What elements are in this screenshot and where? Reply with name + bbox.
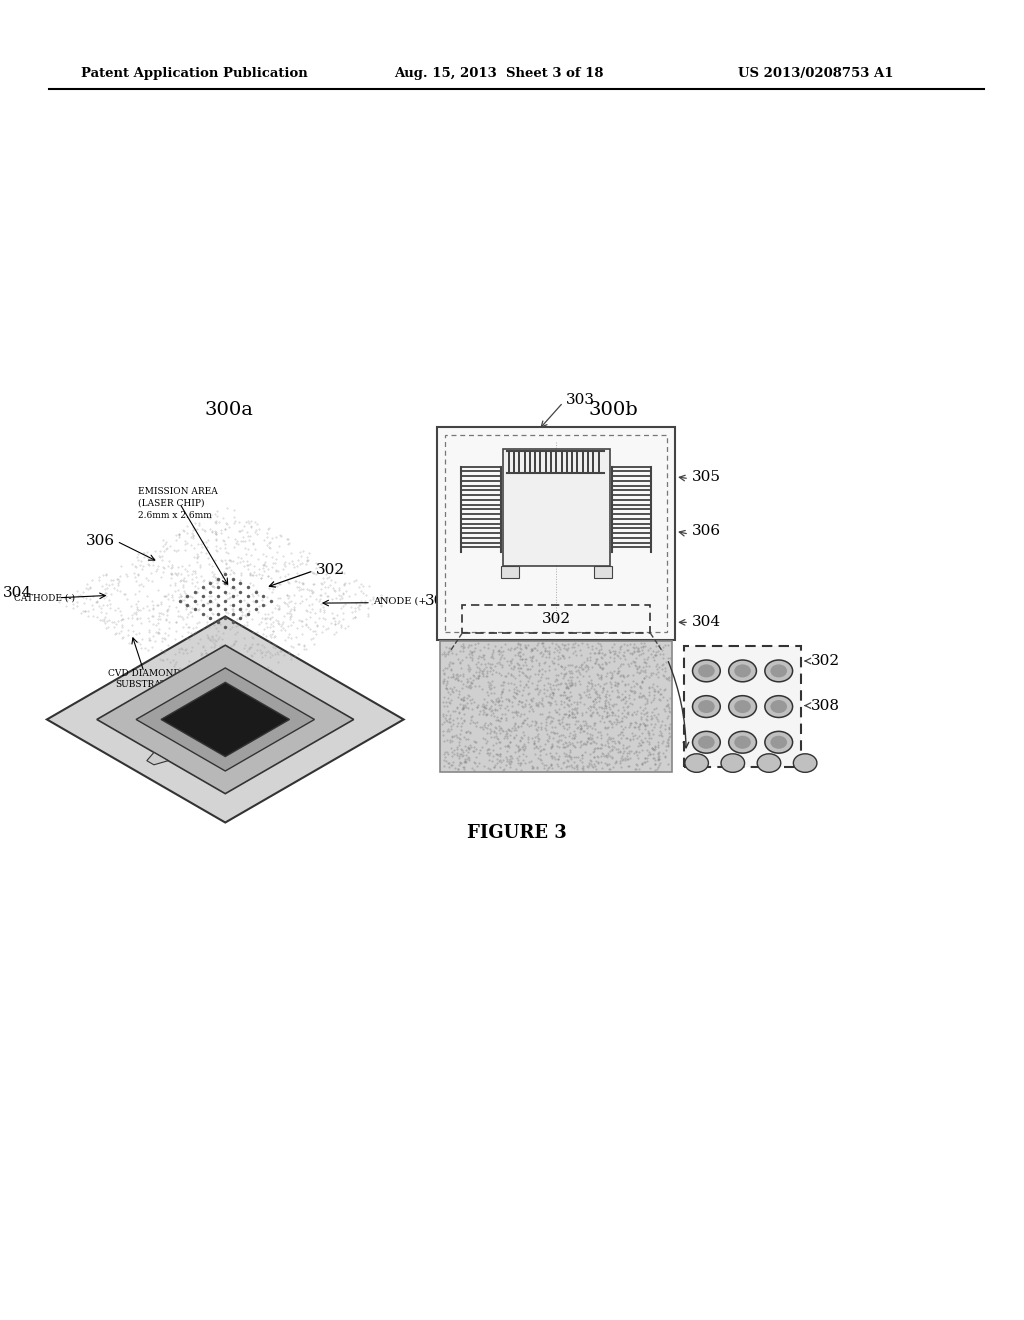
Text: CATHODE (-): CATHODE (-) xyxy=(13,593,75,602)
Ellipse shape xyxy=(692,731,720,754)
Ellipse shape xyxy=(729,731,757,754)
Bar xyxy=(462,606,650,634)
Ellipse shape xyxy=(765,731,793,754)
Text: 300b: 300b xyxy=(589,401,639,420)
Ellipse shape xyxy=(729,696,757,718)
Ellipse shape xyxy=(729,660,757,682)
Text: FIGURE 3: FIGURE 3 xyxy=(467,825,566,842)
Text: 302: 302 xyxy=(811,653,840,668)
Ellipse shape xyxy=(794,754,817,772)
Ellipse shape xyxy=(765,660,793,682)
Ellipse shape xyxy=(765,696,793,718)
Text: ANODE (+: ANODE (+ xyxy=(373,597,427,606)
Ellipse shape xyxy=(698,700,715,713)
Ellipse shape xyxy=(770,664,787,677)
Text: Patent Application Publication: Patent Application Publication xyxy=(81,67,307,79)
Ellipse shape xyxy=(692,696,720,718)
Bar xyxy=(437,428,675,640)
Text: Aug. 15, 2013  Sheet 3 of 18: Aug. 15, 2013 Sheet 3 of 18 xyxy=(394,67,603,79)
Text: EMISSION AREA
(LASER CHIP)
2.6mm x 2.6mm: EMISSION AREA (LASER CHIP) 2.6mm x 2.6mm xyxy=(138,487,218,520)
Text: CVD DIAMOND
SUBSTRATE: CVD DIAMOND SUBSTRATE xyxy=(108,669,180,689)
Polygon shape xyxy=(136,668,314,771)
Text: 308: 308 xyxy=(811,698,840,713)
Ellipse shape xyxy=(770,735,787,748)
Ellipse shape xyxy=(685,754,709,772)
Text: US 2013/0208753 A1: US 2013/0208753 A1 xyxy=(737,67,893,79)
Polygon shape xyxy=(161,682,290,756)
Ellipse shape xyxy=(734,664,751,677)
Bar xyxy=(594,566,611,578)
Ellipse shape xyxy=(698,664,715,677)
Bar xyxy=(445,436,668,632)
Ellipse shape xyxy=(734,735,751,748)
Ellipse shape xyxy=(721,754,744,772)
Ellipse shape xyxy=(698,735,715,748)
Polygon shape xyxy=(146,752,168,764)
Text: 302: 302 xyxy=(315,562,345,577)
Text: 306: 306 xyxy=(86,535,115,548)
Text: 305: 305 xyxy=(692,470,721,483)
Bar xyxy=(684,645,801,767)
Ellipse shape xyxy=(770,700,787,713)
Bar xyxy=(501,566,518,578)
Bar xyxy=(440,642,672,772)
Ellipse shape xyxy=(734,700,751,713)
Text: 303: 303 xyxy=(204,696,232,710)
Text: 303: 303 xyxy=(566,393,595,408)
Polygon shape xyxy=(97,645,353,793)
Text: 304: 304 xyxy=(2,586,32,599)
Text: 300a: 300a xyxy=(205,401,254,420)
Ellipse shape xyxy=(757,754,780,772)
Text: 305: 305 xyxy=(425,594,454,607)
Ellipse shape xyxy=(692,660,720,682)
Polygon shape xyxy=(47,616,403,822)
Text: 306: 306 xyxy=(692,524,721,539)
Bar xyxy=(503,449,609,566)
Text: 304: 304 xyxy=(692,615,721,630)
Text: 302: 302 xyxy=(542,612,570,627)
